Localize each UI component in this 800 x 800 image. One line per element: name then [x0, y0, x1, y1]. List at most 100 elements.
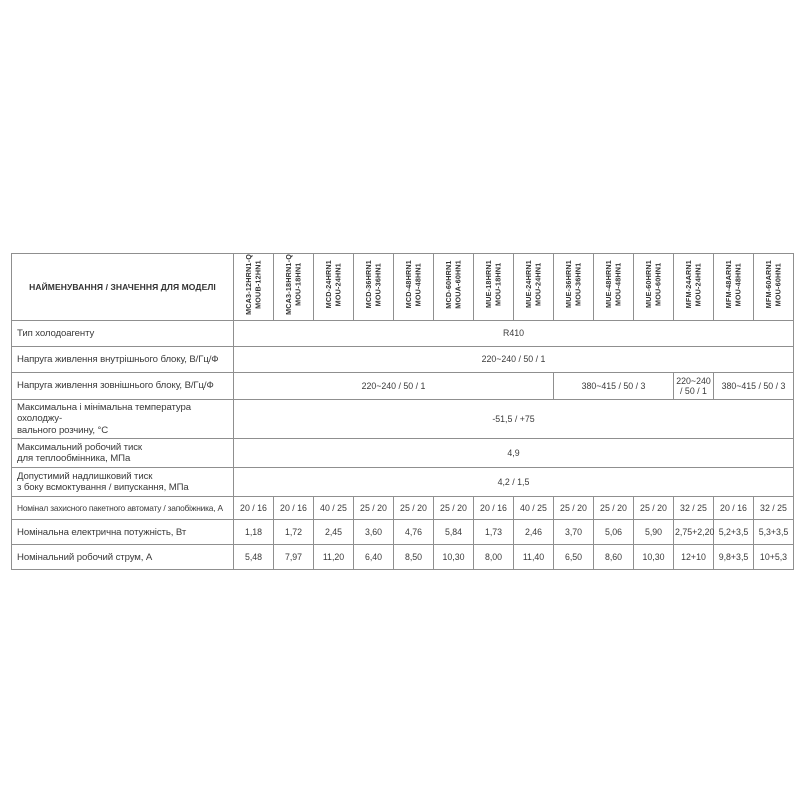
row-label: Допустимий надлишковий тиск з боку всмок…	[11, 467, 234, 498]
spec-value: 40 / 25	[313, 496, 354, 521]
model-name-vertical-text: MCD-36HRN1 MOU-36HN1	[363, 260, 383, 309]
spec-value: 9,8+3,5	[713, 544, 754, 571]
spec-value: 6,50	[553, 544, 594, 571]
spec-value: 11,20	[313, 544, 354, 571]
model-column-header: MCA3-18HRN1-Q MOU-18HN1	[273, 253, 314, 321]
row-label: Максимальна і мінімальна температура охо…	[11, 398, 234, 440]
spec-value: 380~415 / 50 / 3	[553, 371, 674, 400]
row-label: Номінал захисного пакетного автомату / з…	[11, 496, 234, 521]
spec-value: 32 / 25	[753, 496, 794, 521]
spec-value: 3,70	[553, 519, 594, 546]
spec-value: 7,97	[273, 544, 314, 571]
model-header-row: НАЙМЕНУВАННЯ / ЗНАЧЕННЯ ДЛЯ МОДЕЛІ MCA3-…	[11, 253, 794, 321]
spec-value: 12+10	[673, 544, 714, 571]
spec-row: Допустимий надлишковий тиск з боку всмок…	[11, 467, 794, 498]
model-name-vertical-text: MFM-48ARN1 MOU-48HN1	[723, 260, 743, 309]
spec-value: 8,60	[593, 544, 634, 571]
spec-value: 1,73	[473, 519, 514, 546]
spec-row: Напруга живлення внутрішнього блоку, В/Г…	[11, 345, 794, 373]
model-name-vertical-text: MFM-24ARN1 MOU-24HN1	[683, 260, 703, 309]
spec-value: 4,2 / 1,5	[233, 467, 794, 498]
spec-value: 4,9	[233, 438, 794, 469]
row-label: Номінальний робочий струм, А	[11, 544, 234, 571]
spec-value: 8,00	[473, 544, 514, 571]
model-name-vertical-text: MUE-36HRN1 MOU-36HN1	[563, 260, 583, 309]
model-name-vertical-text: MUE-18HRN1 MOU-18HN1	[483, 260, 503, 309]
spec-value: 8,50	[393, 544, 434, 571]
spec-value: 10+5,3	[753, 544, 794, 571]
spec-value: 25 / 20	[353, 496, 394, 521]
spec-value: 5,84	[433, 519, 474, 546]
spec-value: 4,76	[393, 519, 434, 546]
spec-value: 5,2+3,5	[713, 519, 754, 546]
row-label: Номінальна електрична потужність, Вт	[11, 519, 234, 546]
spec-row: Номінал захисного пакетного автомату / з…	[11, 496, 794, 521]
model-name-vertical-text: MCA3-18HRN1-Q MOU-18HN1	[283, 254, 303, 315]
spec-value: 25 / 20	[433, 496, 474, 521]
spec-value: 32 / 25	[673, 496, 714, 521]
model-name-vertical-text: MUE-24HRN1 MOU-24HN1	[523, 260, 543, 309]
spec-value: 5,3+3,5	[753, 519, 794, 546]
spec-value: 5,90	[633, 519, 674, 546]
spec-value: 20 / 16	[713, 496, 754, 521]
spec-value: 25 / 20	[393, 496, 434, 521]
spec-value: 220~240 / 50 / 1	[233, 371, 554, 400]
spec-value: 6,40	[353, 544, 394, 571]
model-column-header: MUE-18HRN1 MOU-18HN1	[473, 253, 514, 321]
model-column-header: MUE-36HRN1 MOU-36HN1	[553, 253, 594, 321]
model-column-header: MCD-60HRN1 MOUA-60HN1	[433, 253, 474, 321]
model-name-vertical-text: MCA3-12HRN1-Q MOUB-12HN1	[243, 254, 263, 315]
spec-row: Номінальний робочий струм, А 5,48 7,97 11,2…	[11, 544, 794, 571]
spec-value: 220~240 / 50 / 1	[673, 371, 714, 400]
spec-value: 10,30	[633, 544, 674, 571]
model-column-header: MFM-24ARN1 MOU-24HN1	[673, 253, 714, 321]
model-name-vertical-text: MCD-48HRN1 MOU-48HN1	[403, 260, 423, 309]
spec-value: 25 / 20	[553, 496, 594, 521]
spec-value: 220~240 / 50 / 1	[233, 345, 794, 373]
spec-row: Напруга живлення зовнішнього блоку, В/Гц…	[11, 371, 794, 400]
spec-value: 2,46	[513, 519, 554, 546]
spec-value: 40 / 25	[513, 496, 554, 521]
spec-value: 1,72	[273, 519, 314, 546]
model-column-header: MUE-60HRN1 MOU-60HN1	[633, 253, 674, 321]
spec-value: 5,06	[593, 519, 634, 546]
spec-row: Тип холодоагенту R410	[11, 319, 794, 347]
spec-row: Максимальна і мінімальна температура охо…	[11, 398, 794, 440]
spec-value: 5,48	[233, 544, 274, 571]
model-column-header: MUE-24HRN1 MOU-24HN1	[513, 253, 554, 321]
spec-table-body: Тип холодоагенту R410 Напруга живлення вну…	[11, 319, 794, 571]
model-column-header: MUE-48HRN1 MOU-48HN1	[593, 253, 634, 321]
table-title-cell: НАЙМЕНУВАННЯ / ЗНАЧЕННЯ ДЛЯ МОДЕЛІ	[11, 253, 234, 321]
spec-value: 20 / 16	[273, 496, 314, 521]
spec-value: 380~415 / 50 / 3	[713, 371, 794, 400]
model-column-header: MFM-60ARN1 MOU-60HN1	[753, 253, 794, 321]
spec-row: Номінальна електрична потужність, Вт 1,18…	[11, 519, 794, 546]
spec-value: 20 / 16	[233, 496, 274, 521]
model-column-header: MCD-48HRN1 MOU-48HN1	[393, 253, 434, 321]
row-label: Тип холодоагенту	[11, 319, 234, 347]
spec-value: 11,40	[513, 544, 554, 571]
spec-value: 20 / 16	[473, 496, 514, 521]
model-column-header: MCD-36HRN1 MOU-36HN1	[353, 253, 394, 321]
row-label: Напруга живлення зовнішнього блоку, В/Гц…	[11, 371, 234, 400]
spec-value: 25 / 20	[593, 496, 634, 521]
model-name-vertical-text: MCD-24HRN1 MOU-24HN1	[323, 260, 343, 309]
spec-value: 1,18	[233, 519, 274, 546]
spec-value: 2,45	[313, 519, 354, 546]
model-name-vertical-text: MUE-48HRN1 MOU-48HN1	[603, 260, 623, 309]
model-column-header: MFM-48ARN1 MOU-48HN1	[713, 253, 754, 321]
spec-value: 2,75+2,20	[673, 519, 714, 546]
spec-row: Максимальний робочий тиск для теплообмін…	[11, 438, 794, 469]
spec-value: 3,60	[353, 519, 394, 546]
spec-table: НАЙМЕНУВАННЯ / ЗНАЧЕННЯ ДЛЯ МОДЕЛІ MCA3-…	[11, 253, 794, 571]
spec-value: R410	[233, 319, 794, 347]
spec-value: 10,30	[433, 544, 474, 571]
spec-value: -51,5 / +75	[233, 398, 794, 440]
model-name-vertical-text: MCD-60HRN1 MOUA-60HN1	[443, 260, 463, 309]
model-column-header: MCA3-12HRN1-Q MOUB-12HN1	[233, 253, 274, 321]
model-name-vertical-text: MFM-60ARN1 MOU-60HN1	[763, 260, 783, 309]
row-label: Напруга живлення внутрішнього блоку, В/Г…	[11, 345, 234, 373]
row-label: Максимальний робочий тиск для теплообмін…	[11, 438, 234, 469]
model-column-header: MCD-24HRN1 MOU-24HN1	[313, 253, 354, 321]
